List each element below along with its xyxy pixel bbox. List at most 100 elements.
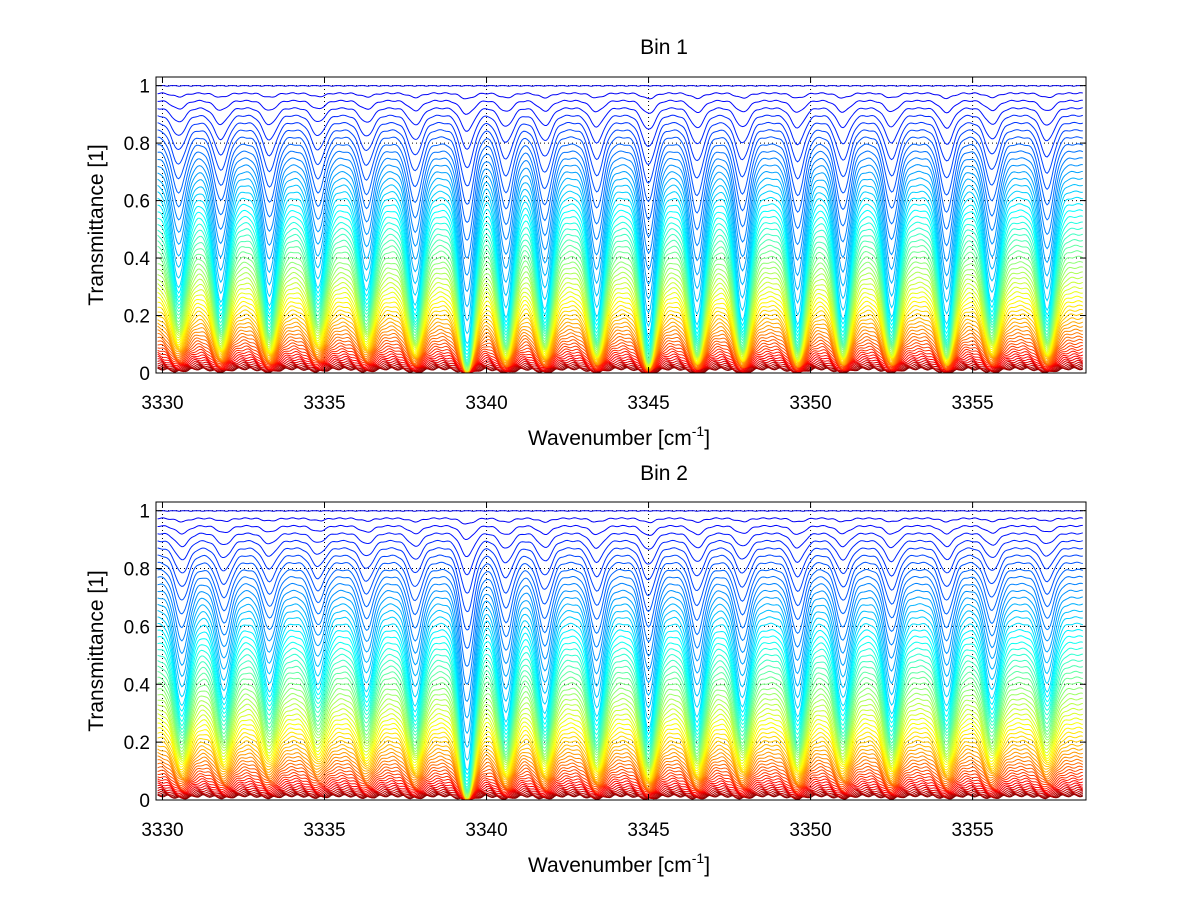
series-line — [157, 774, 1083, 800]
series-line — [157, 575, 1083, 667]
series-line — [157, 755, 1083, 800]
series-line — [157, 215, 1083, 356]
series-line — [157, 547, 1083, 594]
series-line — [157, 321, 1084, 373]
series-line — [157, 735, 1083, 799]
series-line — [157, 359, 1084, 373]
series-line — [157, 676, 1083, 794]
x-tick-label: 3330 — [141, 820, 183, 841]
series-line — [157, 687, 1083, 795]
series-line — [157, 628, 1083, 776]
x-tick-label: 3350 — [789, 393, 831, 414]
plot-frame — [155, 501, 1087, 801]
series-line — [157, 99, 1083, 115]
series-line — [157, 609, 1083, 749]
series-line — [157, 335, 1084, 373]
series-line — [157, 238, 1083, 366]
series-line — [157, 129, 1083, 187]
series-line — [157, 790, 1083, 800]
x-tick-label: 3340 — [465, 820, 507, 841]
series-line — [157, 510, 1083, 512]
series-line — [157, 324, 1083, 373]
series-line — [157, 85, 1083, 87]
x-tick-label: 3345 — [627, 820, 669, 841]
series-line — [157, 712, 1083, 799]
x-tick-label: 3330 — [141, 393, 183, 414]
series-line — [157, 136, 1083, 205]
y-tick-label: 1 — [139, 77, 150, 98]
series-line — [157, 692, 1083, 796]
y-tick-label: 0.4 — [124, 675, 151, 696]
series-line — [157, 328, 1083, 373]
plot-frame — [155, 76, 1087, 374]
chart-title: Bin 2 — [640, 462, 688, 485]
series-line — [157, 539, 1083, 576]
series-line — [157, 203, 1083, 349]
y-tick-label: 0.2 — [124, 733, 150, 754]
series-line — [157, 363, 1083, 373]
series-line — [157, 635, 1083, 779]
series-line — [157, 281, 1083, 372]
series-line — [157, 143, 1083, 223]
chart-panel-2: 0 0.2 0.4 0.6 0.8 1 3330 3335 3340 3345 3350 3355 Bi… — [85, 462, 1087, 877]
series-line — [157, 791, 1083, 800]
series-line — [157, 114, 1083, 150]
series-line — [157, 665, 1083, 793]
series-line — [157, 780, 1083, 800]
series-line — [157, 582, 1083, 685]
series-line — [157, 524, 1083, 541]
series-line — [157, 758, 1083, 800]
series-line — [157, 233, 1083, 364]
series-line — [157, 739, 1083, 800]
series-line — [157, 707, 1083, 799]
series-line — [157, 286, 1083, 372]
x-tick-label: 3345 — [627, 393, 669, 414]
series-line — [157, 250, 1083, 367]
series-line — [157, 308, 1083, 372]
series-line — [157, 221, 1083, 359]
series-line — [157, 782, 1083, 800]
series-line — [157, 150, 1083, 241]
x-tick-label: 3355 — [951, 820, 993, 841]
series-line — [157, 771, 1083, 800]
series-line — [157, 616, 1083, 762]
series-line — [157, 670, 1083, 793]
series-line — [157, 332, 1083, 373]
chart-panel-1: 0 0.2 0.4 0.6 0.8 1 3330 3335 3340 3345 3350 3355 Bi… — [85, 36, 1087, 450]
series-line — [157, 92, 1083, 100]
trace-group — [157, 510, 1084, 800]
series-line — [157, 722, 1083, 799]
series-line — [157, 589, 1083, 703]
series-line — [157, 345, 1083, 373]
series-line — [157, 338, 1084, 373]
series-line — [157, 244, 1083, 366]
series-line — [157, 517, 1083, 525]
trace-group — [157, 85, 1084, 373]
y-axis-label: Transmittance [1] — [85, 570, 108, 731]
series-line — [157, 777, 1084, 800]
series-line — [157, 341, 1083, 373]
series-line — [157, 731, 1083, 799]
y-tick-label: 0.8 — [124, 560, 150, 581]
y-axis-label: Transmittance [1] — [85, 144, 108, 305]
series-line — [157, 681, 1083, 795]
x-tick-label: 3335 — [303, 820, 345, 841]
series-line — [157, 304, 1084, 372]
series-line — [157, 177, 1083, 308]
y-tick-label: 0.4 — [124, 249, 151, 270]
series-line — [157, 183, 1083, 322]
x-axis-label: Wavenumber [cm-1] — [528, 850, 710, 877]
series-line — [157, 653, 1083, 789]
x-axis-label: Wavenumber [cm-1] — [528, 423, 710, 450]
series-line — [157, 313, 1083, 373]
series-line — [157, 157, 1083, 259]
series-line — [157, 532, 1083, 558]
series-line — [157, 647, 1083, 786]
series-line — [157, 762, 1084, 800]
series-line — [157, 659, 1083, 791]
x-tick-label: 3355 — [951, 393, 993, 414]
series-line — [157, 361, 1084, 373]
series-line — [157, 291, 1083, 372]
series-line — [157, 603, 1083, 735]
series-line — [157, 107, 1083, 132]
